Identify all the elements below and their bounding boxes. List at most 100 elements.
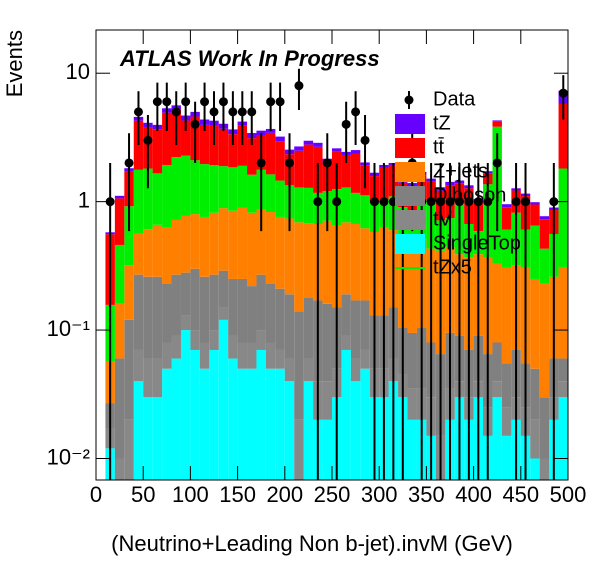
histogram-bar bbox=[350, 192, 361, 224]
histogram-bar bbox=[275, 180, 285, 217]
histogram-bar bbox=[209, 349, 219, 480]
histogram-bar bbox=[501, 435, 512, 480]
histogram-bar bbox=[492, 381, 502, 398]
x-tick-label: 0 bbox=[90, 482, 102, 507]
x-tick-label: 300 bbox=[361, 482, 398, 507]
histogram-bar bbox=[247, 368, 257, 480]
histogram-bar bbox=[180, 315, 191, 331]
x-tick-label: 150 bbox=[219, 482, 256, 507]
histogram-bar bbox=[265, 368, 276, 480]
x-tick-label: 450 bbox=[502, 482, 539, 507]
histogram-bar bbox=[275, 141, 285, 181]
histogram-bar bbox=[237, 125, 248, 166]
histogram-bar bbox=[152, 397, 163, 480]
data-point bbox=[247, 107, 257, 117]
histogram-bar bbox=[350, 300, 361, 359]
data-point bbox=[473, 197, 483, 207]
histogram-bar bbox=[492, 121, 502, 127]
histogram-bar bbox=[143, 168, 153, 230]
histogram-bar bbox=[180, 215, 191, 273]
histogram-bar bbox=[171, 335, 181, 359]
histogram-bar bbox=[114, 198, 125, 245]
legend-label: Diboson bbox=[433, 184, 506, 206]
chart-title: ATLAS Work In Progress bbox=[119, 46, 380, 71]
histogram-bar bbox=[256, 274, 266, 331]
histogram-bar bbox=[199, 124, 210, 165]
histogram-bar bbox=[162, 368, 172, 480]
histogram-bar bbox=[341, 294, 351, 336]
data-point bbox=[521, 197, 531, 207]
data-point bbox=[228, 107, 238, 117]
histogram-bar bbox=[199, 216, 210, 277]
histogram-bar bbox=[190, 330, 200, 350]
histogram-bar bbox=[350, 358, 361, 382]
histogram-bar bbox=[313, 142, 323, 147]
histogram-bar bbox=[558, 381, 568, 398]
histogram-bar bbox=[341, 155, 351, 188]
histogram-bar bbox=[133, 232, 144, 275]
histogram-bar bbox=[228, 134, 238, 168]
histogram-bar bbox=[530, 225, 540, 279]
data-point bbox=[209, 107, 219, 117]
histogram-bar bbox=[407, 240, 417, 333]
histogram-bar bbox=[124, 319, 134, 420]
legend-label: tV bbox=[433, 208, 453, 230]
histogram-bar bbox=[247, 138, 257, 175]
histogram-bar bbox=[237, 278, 248, 343]
data-point bbox=[549, 197, 559, 207]
histogram-bar bbox=[180, 272, 191, 316]
histogram-bar bbox=[133, 349, 144, 382]
histogram-bar bbox=[114, 195, 125, 199]
histogram-bar bbox=[275, 368, 285, 480]
legend-label: Data bbox=[433, 88, 476, 110]
histogram-bar bbox=[114, 303, 125, 359]
data-point bbox=[322, 158, 332, 168]
histogram-bar bbox=[133, 381, 144, 480]
data-point bbox=[200, 97, 210, 107]
histogram-bar bbox=[228, 278, 238, 336]
histogram-bar bbox=[209, 125, 219, 166]
histogram-bar bbox=[256, 209, 266, 275]
data-point bbox=[426, 197, 436, 207]
histogram-bar bbox=[256, 330, 266, 350]
histogram-bar bbox=[501, 207, 512, 230]
legend-symbol bbox=[395, 138, 425, 158]
data-point bbox=[162, 97, 172, 107]
histogram-bar bbox=[199, 368, 210, 480]
histogram-bar bbox=[350, 223, 361, 301]
histogram-bar bbox=[539, 248, 550, 284]
histogram-bar bbox=[539, 458, 550, 480]
histogram-bar bbox=[247, 212, 257, 287]
data-point bbox=[313, 197, 323, 207]
data-point bbox=[294, 81, 304, 91]
histogram-bar bbox=[294, 146, 304, 151]
histogram-bar bbox=[294, 150, 304, 188]
legend-label: SingleTop bbox=[433, 232, 521, 254]
histogram-bar bbox=[124, 206, 134, 266]
histogram-bar bbox=[209, 212, 219, 275]
histogram-bar bbox=[303, 297, 314, 359]
histogram-bar bbox=[190, 349, 200, 480]
data-point bbox=[492, 158, 502, 168]
data-point bbox=[266, 97, 276, 107]
histogram-bar bbox=[143, 276, 153, 359]
histogram-bar bbox=[228, 335, 238, 359]
histogram-bar bbox=[303, 144, 314, 188]
histogram-bar bbox=[162, 342, 172, 369]
x-tick-label: 50 bbox=[131, 482, 155, 507]
histogram-bar bbox=[284, 218, 295, 295]
histogram-bar bbox=[558, 358, 568, 382]
data-point bbox=[124, 158, 134, 168]
data-point bbox=[237, 107, 247, 117]
histogram-bar bbox=[171, 274, 181, 336]
histogram-bar bbox=[256, 130, 266, 136]
histogram-bar bbox=[218, 128, 229, 167]
histogram-bar bbox=[190, 160, 200, 215]
histogram-bar bbox=[218, 307, 229, 320]
legend-label: tt̄ bbox=[433, 136, 445, 158]
histogram-bar bbox=[341, 187, 351, 223]
data-point bbox=[436, 197, 446, 207]
data-point bbox=[351, 107, 361, 117]
histogram-bar bbox=[199, 276, 210, 343]
